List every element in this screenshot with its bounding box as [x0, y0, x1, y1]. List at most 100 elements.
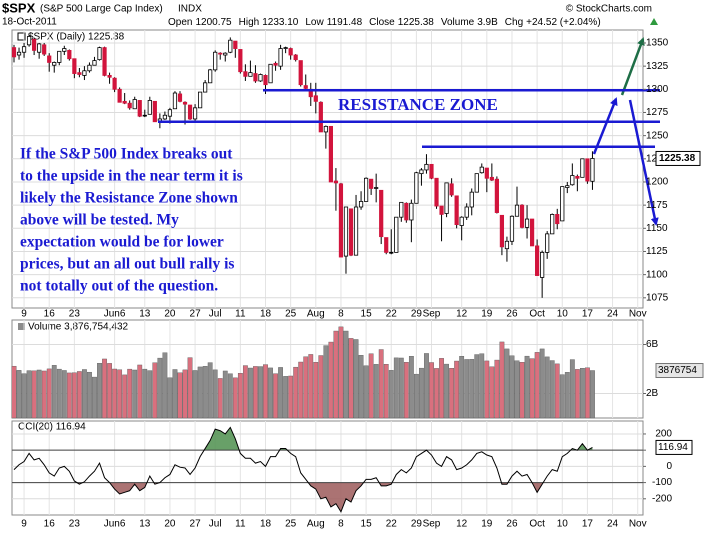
- volume-bar: [484, 360, 490, 419]
- candle-body: [454, 195, 459, 226]
- candle-body: [192, 107, 198, 120]
- exchange: INDX: [178, 4, 202, 15]
- volume-bar: [590, 370, 595, 419]
- candle-body: [550, 214, 555, 235]
- y-tick-label: 6B: [646, 339, 659, 350]
- candle-body: [419, 169, 424, 175]
- x-tick-label: 20: [164, 519, 176, 530]
- volume-bar: [248, 367, 253, 419]
- volume-bar: [429, 362, 434, 419]
- volume-bar: [378, 349, 384, 419]
- candle-body: [52, 62, 57, 66]
- volume-bar: [574, 369, 580, 419]
- resistance-label: RESISTANCE ZONE: [338, 95, 498, 114]
- x-tick-label: 10: [557, 309, 569, 320]
- volume-bar: [459, 356, 465, 419]
- volume-bar: [569, 359, 575, 419]
- volume-bar: [403, 362, 409, 419]
- y-tick-label: 1350: [646, 38, 669, 49]
- volume-bar: [87, 371, 92, 419]
- volume-bar: [519, 362, 525, 419]
- volume-bar: [353, 339, 359, 419]
- candle-body: [449, 183, 454, 196]
- candle-body: [404, 202, 409, 221]
- candle-body: [223, 52, 228, 56]
- commentary-line: If the S&P 500 Index breaks out: [20, 146, 233, 163]
- quote-value: 1233.10: [262, 17, 299, 28]
- y-tick-label: 1200: [646, 177, 669, 188]
- candle-body: [479, 166, 484, 174]
- volume-bar: [56, 368, 62, 419]
- candle-body: [11, 47, 17, 58]
- candle-body: [162, 114, 167, 120]
- x-tick-label: Nov: [629, 309, 647, 320]
- volume-bar: [318, 355, 324, 419]
- volume-bar: [338, 326, 344, 419]
- volume-bar: [499, 341, 505, 419]
- volume-bar: [454, 360, 460, 419]
- volume-bar: [288, 375, 294, 419]
- commentary-line: expectation would be for lower: [20, 234, 224, 251]
- x-tick-label: 11: [235, 519, 246, 530]
- candle-body: [107, 75, 112, 78]
- x-tick-label: 8: [338, 519, 344, 530]
- candle-body: [343, 206, 349, 257]
- candle-body: [243, 71, 248, 77]
- volume-bar: [222, 370, 228, 419]
- volume-bar: [564, 372, 570, 419]
- x-tick-label: Jun6: [104, 309, 126, 320]
- volume-bar: [227, 373, 233, 419]
- candle-body: [434, 177, 439, 207]
- x-tick-label: 17: [582, 309, 594, 320]
- volume-bar: [479, 353, 485, 419]
- candle-body: [87, 64, 92, 72]
- x-tick-label: 15: [361, 309, 373, 320]
- volume-bar: [414, 373, 419, 419]
- x-tick-label: Aug: [307, 309, 325, 320]
- y-tick-label: 1250: [646, 130, 669, 141]
- volume-bar: [117, 369, 123, 419]
- volume-bar: [348, 338, 354, 419]
- volume-bar: [268, 367, 273, 419]
- candle-body: [32, 38, 37, 51]
- y-tick-label: 1175: [646, 200, 668, 211]
- x-tick-label: 26: [506, 519, 518, 530]
- volume-bar: [187, 357, 193, 419]
- commentary-line: to the upside in the near term it is: [20, 168, 243, 185]
- volume-bar: [398, 357, 404, 419]
- x-tick-label: Oct: [529, 309, 545, 320]
- volume-bar: [172, 369, 178, 419]
- candle-body: [464, 206, 469, 218]
- x-tick-label: 16: [44, 309, 56, 320]
- candle-body: [218, 52, 223, 55]
- candle-body: [122, 100, 127, 104]
- x-tick-label: 18: [260, 519, 272, 530]
- volume-bar: [66, 372, 72, 419]
- candle-body: [72, 58, 77, 74]
- candle-body: [590, 158, 595, 182]
- volume-bar: [242, 365, 248, 419]
- x-tick-label: 11: [235, 309, 246, 320]
- symbol: $SPX: [2, 0, 36, 15]
- commentary-line: not totally out of the question.: [20, 278, 218, 295]
- volume-bar: [36, 369, 42, 419]
- candle-body: [208, 69, 213, 84]
- candle-body: [555, 214, 560, 225]
- x-tick-label: 17: [582, 519, 594, 530]
- candle-body: [414, 172, 419, 204]
- candle-body: [47, 55, 52, 63]
- candle-body: [177, 93, 183, 102]
- y-tick-label: 1325: [646, 61, 669, 72]
- marks: [11, 34, 643, 513]
- candle-body: [369, 178, 374, 189]
- volume-bar: [293, 366, 299, 419]
- candle-body: [132, 99, 137, 110]
- candle-body: [514, 204, 520, 217]
- candle-body: [117, 88, 122, 103]
- volume-bar: [102, 358, 107, 419]
- volume-bar: [253, 366, 258, 419]
- volume-bar: [283, 376, 289, 419]
- candle-body: [439, 205, 444, 215]
- source: © StockCharts.com: [566, 4, 652, 15]
